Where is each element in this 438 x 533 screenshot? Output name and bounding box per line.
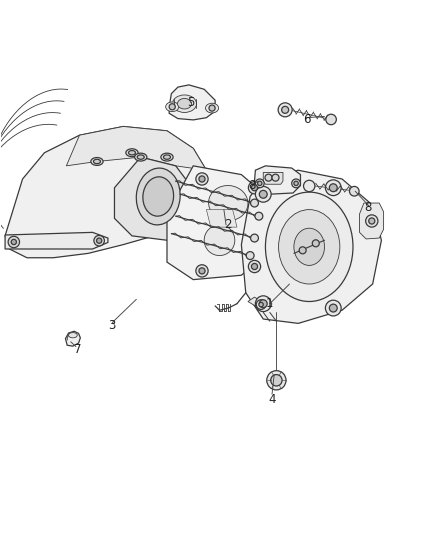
Ellipse shape <box>68 333 77 338</box>
Circle shape <box>250 199 258 207</box>
Circle shape <box>265 174 272 181</box>
Polygon shape <box>241 170 381 324</box>
Circle shape <box>96 238 102 243</box>
Circle shape <box>195 173 208 185</box>
Circle shape <box>254 212 262 220</box>
Circle shape <box>298 247 305 254</box>
Text: 3: 3 <box>108 319 116 332</box>
Circle shape <box>256 300 265 309</box>
Polygon shape <box>263 172 283 184</box>
Ellipse shape <box>265 192 352 302</box>
Ellipse shape <box>93 159 100 164</box>
Ellipse shape <box>91 158 103 165</box>
Ellipse shape <box>204 225 234 255</box>
Circle shape <box>259 300 267 308</box>
Ellipse shape <box>293 228 324 265</box>
Circle shape <box>311 240 318 247</box>
Polygon shape <box>254 166 300 195</box>
Ellipse shape <box>142 177 173 216</box>
Circle shape <box>259 190 267 198</box>
Text: 6: 6 <box>303 114 310 126</box>
Polygon shape <box>65 332 80 346</box>
Ellipse shape <box>134 153 147 161</box>
Circle shape <box>251 184 257 191</box>
Circle shape <box>248 261 260 272</box>
Circle shape <box>325 180 340 196</box>
Ellipse shape <box>160 153 173 161</box>
Circle shape <box>208 105 215 111</box>
Circle shape <box>349 187 358 196</box>
Ellipse shape <box>137 155 144 159</box>
Circle shape <box>281 107 288 114</box>
Polygon shape <box>114 157 201 240</box>
Circle shape <box>293 181 297 185</box>
Polygon shape <box>5 126 206 258</box>
Circle shape <box>278 103 291 117</box>
Text: 1: 1 <box>265 297 273 310</box>
Circle shape <box>255 179 264 188</box>
Circle shape <box>198 176 205 182</box>
Circle shape <box>198 268 205 274</box>
Circle shape <box>246 252 254 260</box>
Ellipse shape <box>136 168 180 225</box>
Polygon shape <box>247 297 272 308</box>
Circle shape <box>365 215 377 227</box>
Ellipse shape <box>165 102 178 111</box>
Text: 7: 7 <box>73 343 81 356</box>
Ellipse shape <box>126 149 138 157</box>
Circle shape <box>258 302 263 307</box>
Circle shape <box>11 239 16 245</box>
Polygon shape <box>206 209 237 227</box>
Circle shape <box>303 180 314 192</box>
Ellipse shape <box>177 99 191 109</box>
Circle shape <box>8 236 19 248</box>
Circle shape <box>266 370 286 390</box>
Ellipse shape <box>278 209 339 284</box>
Circle shape <box>169 104 175 110</box>
Polygon shape <box>66 126 206 170</box>
Circle shape <box>325 300 340 316</box>
Circle shape <box>368 218 374 224</box>
Circle shape <box>255 187 271 202</box>
Ellipse shape <box>163 155 170 159</box>
Circle shape <box>291 179 300 188</box>
Circle shape <box>94 236 104 246</box>
Polygon shape <box>359 203 383 239</box>
Circle shape <box>328 304 336 312</box>
Text: 8: 8 <box>248 179 255 192</box>
Circle shape <box>270 375 282 386</box>
Text: 2: 2 <box>224 219 231 231</box>
Text: 4: 4 <box>268 393 275 407</box>
Circle shape <box>328 184 336 192</box>
Circle shape <box>272 174 279 181</box>
Ellipse shape <box>208 185 247 221</box>
Ellipse shape <box>205 103 218 113</box>
Polygon shape <box>169 85 215 120</box>
Text: 8: 8 <box>364 201 371 214</box>
Polygon shape <box>5 232 108 249</box>
Circle shape <box>248 182 260 194</box>
Polygon shape <box>166 166 272 280</box>
Circle shape <box>195 265 208 277</box>
Circle shape <box>257 181 261 185</box>
Circle shape <box>325 114 336 125</box>
Circle shape <box>255 296 271 312</box>
Circle shape <box>250 234 258 242</box>
Circle shape <box>251 263 257 270</box>
Ellipse shape <box>172 95 196 112</box>
Ellipse shape <box>128 150 135 155</box>
Text: 5: 5 <box>187 96 194 109</box>
